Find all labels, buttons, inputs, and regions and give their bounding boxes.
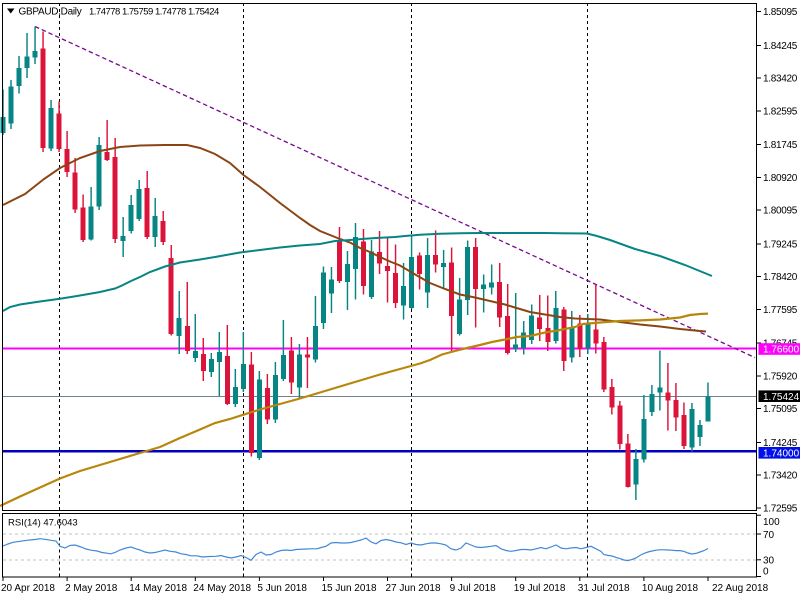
svg-text:1.75424: 1.75424 bbox=[763, 392, 800, 403]
svg-text:19 Jul 2018: 19 Jul 2018 bbox=[514, 583, 566, 594]
svg-text:22 Aug 2018: 22 Aug 2018 bbox=[712, 583, 769, 594]
svg-text:1.78420: 1.78420 bbox=[763, 272, 798, 283]
svg-text:1.79245: 1.79245 bbox=[763, 239, 798, 250]
svg-text:14 May 2018: 14 May 2018 bbox=[129, 583, 187, 594]
svg-text:1.74778 1.75759 1.74778 1.7542: 1.74778 1.75759 1.74778 1.75424 bbox=[89, 7, 219, 18]
svg-text:30: 30 bbox=[763, 556, 775, 567]
svg-text:1.80920: 1.80920 bbox=[763, 173, 798, 184]
svg-text:1.84245: 1.84245 bbox=[763, 41, 798, 52]
svg-text:27 Jun 2018: 27 Jun 2018 bbox=[386, 583, 441, 594]
svg-text:2 May 2018: 2 May 2018 bbox=[65, 583, 118, 594]
svg-text:5 Jun 2018: 5 Jun 2018 bbox=[257, 583, 307, 594]
svg-text:10 Aug 2018: 10 Aug 2018 bbox=[642, 583, 699, 594]
svg-text:1.74245: 1.74245 bbox=[763, 438, 798, 449]
svg-text:1.75095: 1.75095 bbox=[763, 404, 798, 415]
svg-text:100: 100 bbox=[763, 517, 780, 528]
svg-text:1.75920: 1.75920 bbox=[763, 371, 798, 382]
svg-text:1.85095: 1.85095 bbox=[763, 7, 798, 18]
svg-text:1.74000: 1.74000 bbox=[763, 448, 800, 459]
svg-text:1.73420: 1.73420 bbox=[763, 471, 798, 482]
svg-text:GBPAUD,Daily: GBPAUD,Daily bbox=[19, 7, 82, 18]
svg-text:1.76600: 1.76600 bbox=[763, 345, 800, 356]
svg-text:1.81745: 1.81745 bbox=[763, 140, 798, 151]
svg-text:1.80095: 1.80095 bbox=[763, 206, 798, 217]
svg-text:1.83420: 1.83420 bbox=[763, 74, 798, 85]
svg-text:31 Jul 2018: 31 Jul 2018 bbox=[578, 583, 630, 594]
svg-text:1.82595: 1.82595 bbox=[763, 106, 798, 117]
svg-text:1.77595: 1.77595 bbox=[763, 305, 798, 316]
svg-text:0: 0 bbox=[763, 567, 769, 578]
svg-text:RSI(14) 47.6043: RSI(14) 47.6043 bbox=[8, 518, 78, 529]
svg-text:9 Jul 2018: 9 Jul 2018 bbox=[450, 583, 497, 594]
svg-text:15 Jun 2018: 15 Jun 2018 bbox=[322, 583, 377, 594]
svg-text:1.72595: 1.72595 bbox=[763, 504, 798, 515]
svg-text:24 May 2018: 24 May 2018 bbox=[193, 583, 251, 594]
svg-text:20 Apr 2018: 20 Apr 2018 bbox=[1, 583, 55, 594]
svg-text:70: 70 bbox=[763, 530, 775, 541]
